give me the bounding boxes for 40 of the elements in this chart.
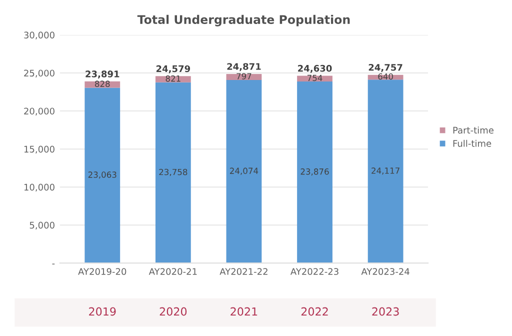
data-label: 797 [236,73,252,80]
data-label: 24,074 [230,168,258,175]
y-tick-label: 20,000 [24,108,54,116]
text: 2019 [89,307,116,316]
text: 2022 [301,307,328,316]
legend-label: Part-time [453,126,494,134]
data-label: 821 [166,75,180,82]
legend-label: Full-time [453,140,492,147]
bar [155,82,191,264]
bar [297,82,332,264]
y-tick-label: 30,000 [24,32,54,40]
x-tick-label: AY2021-22 [220,268,268,275]
data-label: 23,876 [300,168,329,176]
total-label: 24,871 [227,63,261,72]
data-label: 754 [307,74,322,82]
data-label: 23,758 [159,168,188,176]
y-tick-label: 10,000 [24,184,54,192]
bar [155,76,191,82]
x-tick-label: AY2019-20 [78,268,126,275]
total-label: 24,630 [298,64,332,73]
total-label: 24,757 [368,64,402,72]
x-tick-label: AY2020-21 [148,268,197,275]
text: 2020 [160,307,187,316]
y-tick-label: 5,000 [30,222,54,230]
data-label: 640 [378,73,393,80]
total-label: 24,579 [156,65,190,74]
x-tick-label: AY2023-24 [361,268,410,275]
total-label: 23,891 [86,70,120,79]
x-tick-label: AY2022-23 [290,268,338,275]
bar [84,88,120,264]
data-label: 23,063 [88,172,116,179]
text: 2023 [372,307,399,316]
data-label: 828 [94,80,110,87]
chart-title: Total Undergraduate Population [137,14,350,26]
y-tick-label: 25,000 [24,70,54,78]
bar [226,80,262,264]
data-label: 24,117 [372,168,400,175]
bar [368,80,404,264]
text: 2021 [230,307,258,316]
y-tick-label: 15,000 [24,146,54,154]
